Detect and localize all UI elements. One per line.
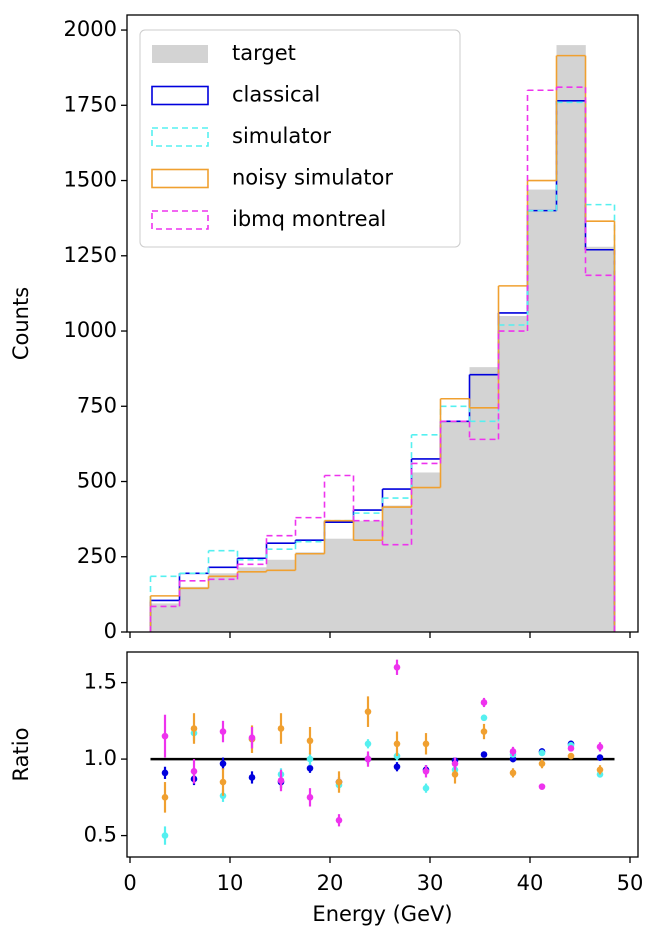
hist-bar xyxy=(266,559,296,632)
x-tick-label: 20 xyxy=(317,871,344,895)
ratio-point xyxy=(480,751,488,758)
y-tick-label: 1.0 xyxy=(84,746,117,770)
legend-swatch xyxy=(152,45,208,63)
axes-frame xyxy=(126,651,639,858)
x-tick-label: 0 xyxy=(123,871,136,895)
ratio-point xyxy=(161,769,169,777)
ratio-point xyxy=(306,755,314,763)
hist-bar xyxy=(440,421,470,632)
ratio-point xyxy=(509,748,517,755)
ratio-point xyxy=(538,749,546,757)
x-tick-label: 50 xyxy=(617,871,644,895)
hist-bar xyxy=(324,538,354,632)
ratio-point xyxy=(335,778,343,786)
ratio-point xyxy=(480,728,488,735)
hist-bar xyxy=(208,573,238,632)
ratio-point xyxy=(451,760,459,767)
ratio-point xyxy=(393,663,401,671)
ratio-point xyxy=(567,752,575,760)
ratio-point xyxy=(422,740,430,748)
ratio-point xyxy=(190,768,198,775)
x-tick-label: 40 xyxy=(517,871,544,895)
y-tick-label: 2000 xyxy=(64,17,117,41)
legend-label: target xyxy=(232,41,296,65)
y-axis-label: Counts xyxy=(9,287,33,360)
hist-bar xyxy=(150,603,180,632)
legend-box xyxy=(139,29,461,248)
ratio-point xyxy=(161,732,169,740)
legend-swatch xyxy=(151,127,209,147)
legend-label: noisy simulator xyxy=(232,166,393,190)
ratio-point xyxy=(219,778,227,786)
ratio-point xyxy=(219,760,227,767)
y-axis-label: Ratio xyxy=(9,728,33,782)
y-tick-label: 1.5 xyxy=(84,670,117,694)
y-tick-label: 0.5 xyxy=(84,823,117,847)
ratio-point xyxy=(364,708,372,715)
ratio-point xyxy=(596,766,604,774)
ratio-point xyxy=(306,737,314,745)
ratio-point xyxy=(538,783,546,790)
hist-bar xyxy=(237,567,267,632)
ratio-point xyxy=(161,832,169,839)
hist-bar xyxy=(179,586,209,632)
ratio-point xyxy=(422,768,430,775)
ratio-point xyxy=(596,743,604,751)
ratio-point xyxy=(596,754,604,761)
hist-bar xyxy=(295,552,325,632)
legend-label: classical xyxy=(232,83,320,107)
ratio-point xyxy=(335,816,343,824)
ratio-point xyxy=(422,784,430,792)
x-tick-label: 30 xyxy=(417,871,444,895)
legend-swatch xyxy=(151,85,209,106)
axes-frame xyxy=(126,14,639,633)
ratio-point xyxy=(480,714,488,722)
ratio-point xyxy=(277,777,285,784)
y-tick-label: 0 xyxy=(104,619,117,643)
y-tick-label: 1000 xyxy=(64,318,117,342)
x-tick-label: 10 xyxy=(217,871,244,895)
legend: target classical simulator noisy simulator i… xyxy=(139,29,461,248)
hist-bar xyxy=(498,315,528,632)
legend-swatch xyxy=(151,168,209,189)
ratio-point xyxy=(364,740,372,748)
ratio-point xyxy=(161,794,169,801)
legend-swatch xyxy=(151,210,209,230)
ratio-point xyxy=(190,725,198,732)
ratio-point xyxy=(364,755,372,763)
ratio-point xyxy=(509,769,517,777)
ratio-point xyxy=(306,764,314,772)
hist-bar xyxy=(382,505,412,632)
hist-bar xyxy=(527,189,557,632)
ratio-point xyxy=(393,740,401,748)
ratio-point xyxy=(509,755,517,763)
y-tick-label: 1250 xyxy=(64,243,117,267)
hist-bar xyxy=(585,246,615,632)
legend-label: ibmq montreal xyxy=(232,207,386,231)
ratio-point xyxy=(393,763,401,771)
y-tick-label: 1500 xyxy=(64,168,117,192)
ratio-point xyxy=(480,699,488,706)
ratio-point xyxy=(538,760,546,767)
hist-bar xyxy=(411,472,441,632)
ratio-point xyxy=(567,745,575,752)
ratio-point xyxy=(306,794,314,801)
ratio-point xyxy=(219,728,227,735)
y-tick-label: 250 xyxy=(77,544,117,568)
y-tick-label: 500 xyxy=(77,469,117,493)
ratio-point xyxy=(248,774,256,781)
ratio-point xyxy=(277,725,285,732)
legend-label: simulator xyxy=(232,124,331,148)
y-tick-label: 750 xyxy=(77,393,117,417)
y-tick-label: 1750 xyxy=(64,92,117,116)
ratio-point xyxy=(248,734,256,741)
x-axis-label: Energy (GeV) xyxy=(312,902,452,926)
hist-bar xyxy=(469,367,499,632)
ratio-point xyxy=(451,771,459,778)
hist-bar xyxy=(353,520,383,632)
hist-bar xyxy=(556,45,586,633)
